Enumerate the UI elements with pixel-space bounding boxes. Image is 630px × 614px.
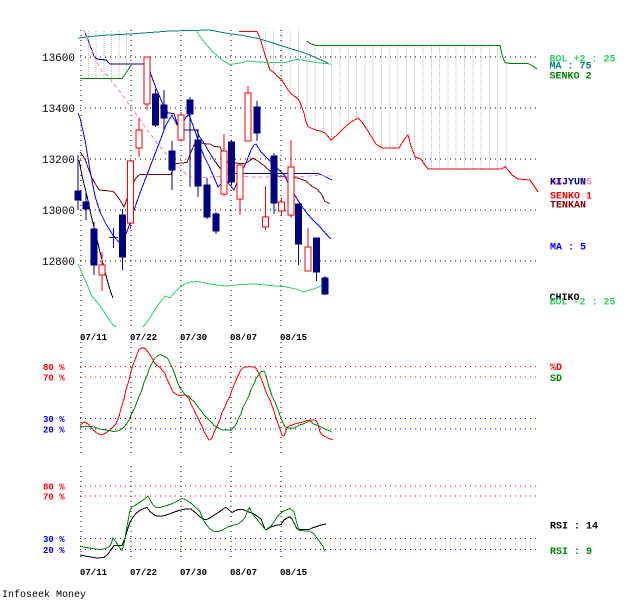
svg-text:SENKO 2: SENKO 2 xyxy=(550,72,592,83)
svg-text:80 %: 80 % xyxy=(43,363,65,373)
svg-text:08/15: 08/15 xyxy=(280,568,307,578)
svg-text:SENKO 1: SENKO 1 xyxy=(550,192,592,203)
svg-text:30 %: 30 % xyxy=(43,415,65,425)
svg-text:RSI : 14: RSI : 14 xyxy=(550,522,598,533)
svg-text:20 %: 20 % xyxy=(43,546,65,556)
svg-text:13400: 13400 xyxy=(42,104,75,116)
svg-text:07/11: 07/11 xyxy=(80,333,108,343)
svg-text:13000: 13000 xyxy=(42,206,75,218)
svg-text:SD: SD xyxy=(550,374,562,385)
svg-text:KIJYUN: KIJYUN xyxy=(550,178,586,189)
svg-text:08/15: 08/15 xyxy=(280,333,307,343)
svg-text:70 %: 70 % xyxy=(43,374,65,384)
svg-text:80 %: 80 % xyxy=(43,483,65,493)
svg-text:08/07: 08/07 xyxy=(230,568,257,578)
svg-text:07/11: 07/11 xyxy=(80,568,108,578)
svg-text:MA : 5: MA : 5 xyxy=(550,243,586,254)
svg-text:13600: 13600 xyxy=(42,53,75,65)
svg-text:MA : 25: MA : 25 xyxy=(550,178,592,189)
svg-text:RSI : 9: RSI : 9 xyxy=(550,547,592,558)
svg-text:BOL -2 : 25: BOL -2 : 25 xyxy=(550,298,616,309)
svg-text:MA : 75: MA : 75 xyxy=(550,62,592,73)
svg-text:BOL +2 : 25: BOL +2 : 25 xyxy=(550,55,616,66)
svg-text:%D: %D xyxy=(550,363,562,374)
svg-text:07/30: 07/30 xyxy=(180,568,207,578)
svg-text:TENKAN: TENKAN xyxy=(550,201,586,212)
svg-text:20 %: 20 % xyxy=(43,426,65,436)
svg-text:07/22: 07/22 xyxy=(130,568,157,578)
svg-text:13200: 13200 xyxy=(42,155,75,167)
svg-text:Infoseek Money: Infoseek Money xyxy=(2,589,86,601)
svg-text:07/22: 07/22 xyxy=(130,333,157,343)
svg-text:70 %: 70 % xyxy=(43,493,65,503)
svg-text:08/07: 08/07 xyxy=(230,333,257,343)
svg-text:12800: 12800 xyxy=(42,257,75,269)
svg-text:CHIKO: CHIKO xyxy=(550,293,580,304)
svg-text:07/30: 07/30 xyxy=(180,333,207,343)
svg-text:30 %: 30 % xyxy=(43,535,65,545)
